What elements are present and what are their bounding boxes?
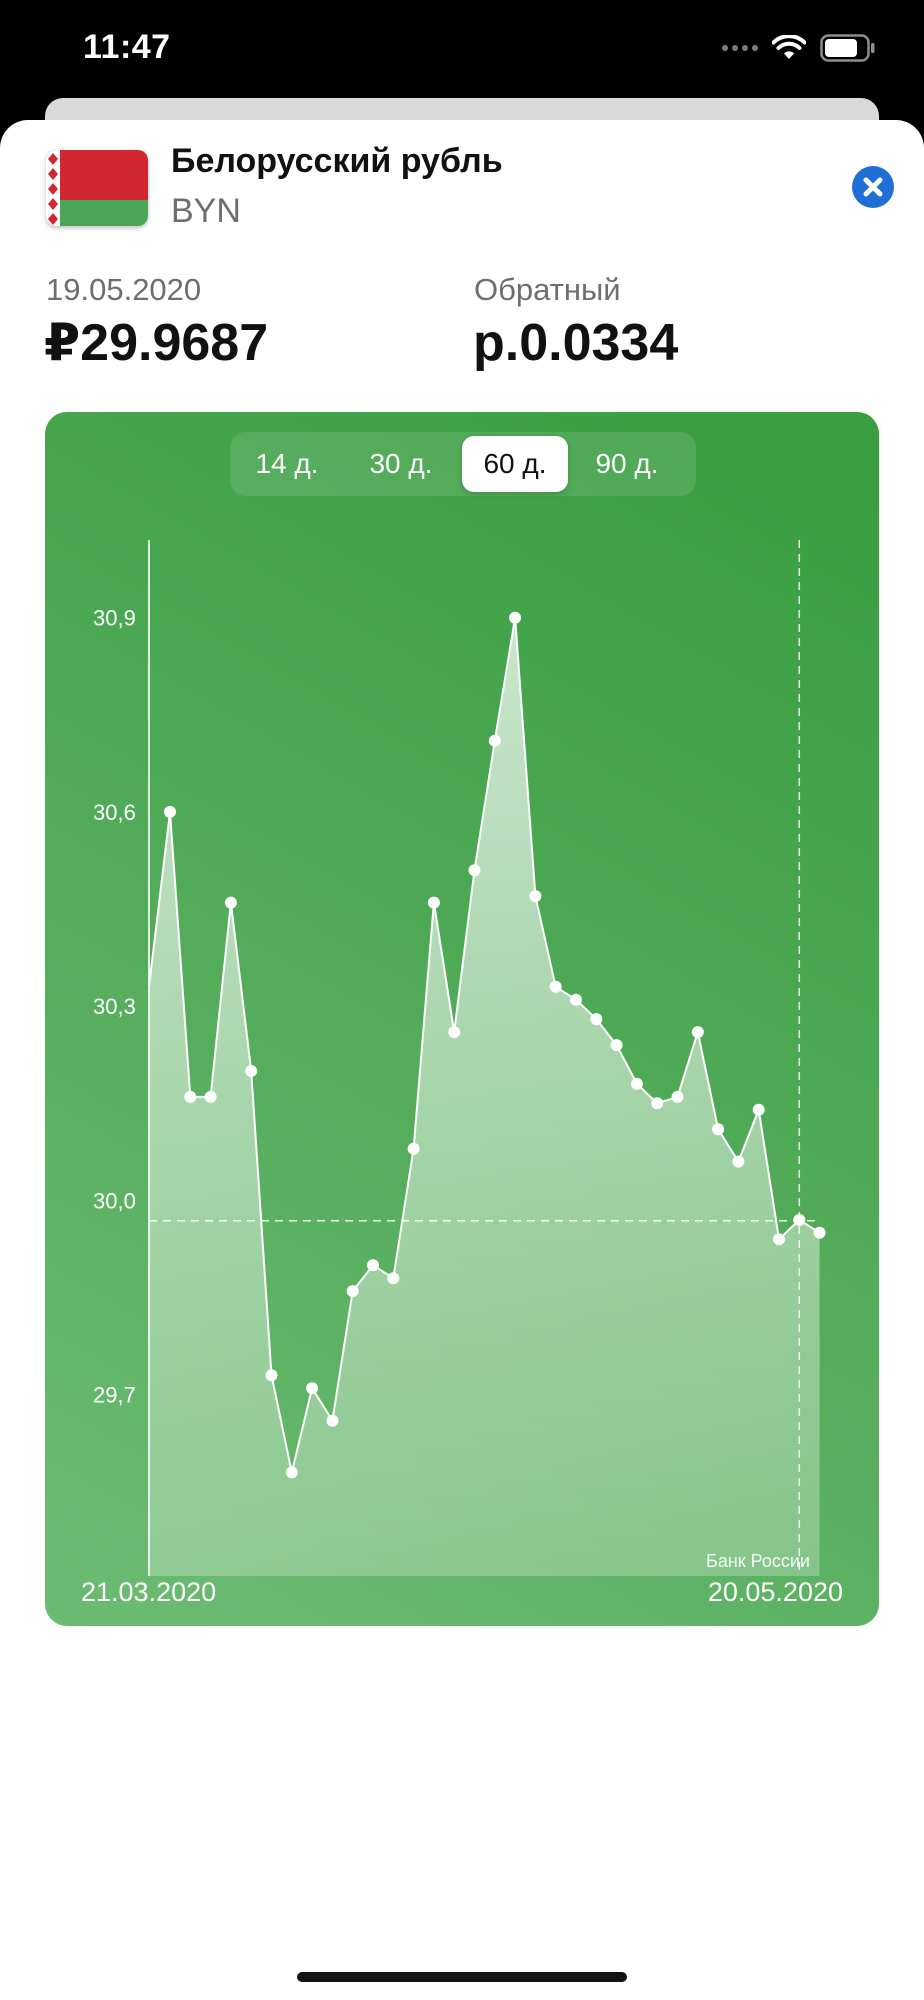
currency-name: Белорусский рубль xyxy=(171,142,503,180)
chart-point xyxy=(407,1142,420,1155)
close-button[interactable] xyxy=(852,166,894,208)
chart-point xyxy=(488,734,501,747)
chart-point xyxy=(509,611,522,624)
y-tick-label: 30,6 xyxy=(93,800,136,825)
chart-point xyxy=(549,980,562,993)
chart-point xyxy=(752,1103,765,1116)
chart-point xyxy=(671,1090,684,1103)
start-date-label: 21.03.2020 xyxy=(81,1577,216,1607)
chart-point xyxy=(184,1090,197,1103)
chart-point xyxy=(387,1272,400,1285)
chart-point xyxy=(793,1213,806,1226)
chart-area-fill xyxy=(149,617,820,1576)
home-indicator xyxy=(297,1972,627,1982)
chart-point xyxy=(367,1259,379,1272)
y-tick-label: 29,7 xyxy=(93,1383,136,1408)
end-date-label: 20.05.2020 xyxy=(708,1577,843,1607)
chart-point xyxy=(306,1382,319,1395)
inverse-rate-label: Обратный xyxy=(474,272,621,307)
status-time: 11:47 xyxy=(83,28,171,66)
y-tick-label: 30,3 xyxy=(93,994,136,1019)
wifi-icon xyxy=(772,35,806,59)
period-option-90[interactable]: 90 д. xyxy=(595,448,659,479)
chart-point xyxy=(651,1097,664,1110)
data-source-label: Банк России xyxy=(706,1551,810,1571)
rate-date: 19.05.2020 xyxy=(46,272,202,307)
chart-point xyxy=(813,1226,826,1239)
chart-point xyxy=(773,1233,785,1246)
chart-point xyxy=(691,1026,704,1039)
chart-point xyxy=(529,890,542,903)
chart-point xyxy=(164,805,176,818)
close-icon xyxy=(863,177,883,197)
period-option-30[interactable]: 30 д. xyxy=(369,448,433,479)
chart-point xyxy=(448,1026,461,1039)
chart-point xyxy=(732,1155,745,1168)
belarus-flag-icon xyxy=(46,150,148,226)
chart-point xyxy=(265,1369,278,1382)
chart-point xyxy=(326,1414,339,1427)
chart-series-line xyxy=(148,616,821,1474)
period-option-60[interactable]: 60 д. xyxy=(462,436,568,492)
rate-chart[interactable]: 29,7 30,0 30,3 30,6 30,9 Банк России 21.03.202… xyxy=(45,412,879,1626)
chart-point xyxy=(468,864,481,877)
status-icons xyxy=(722,34,876,62)
chart-point xyxy=(427,896,440,909)
chart-point xyxy=(346,1285,359,1298)
chart-point xyxy=(204,1090,217,1103)
chart-point xyxy=(224,896,237,909)
chart-point xyxy=(285,1466,298,1479)
chart-point xyxy=(610,1039,623,1052)
currency-detail-sheet: Белорусский рубль BYN 19.05.2020 ₽29.968… xyxy=(0,120,924,2000)
rate-chart-card[interactable]: 29,7 30,0 30,3 30,6 30,9 Банк России 21.03.202… xyxy=(45,412,879,1626)
period-selector: 14 д. 30 д. 60 д. 90 д. xyxy=(230,432,696,496)
cellular-signal-icon xyxy=(722,45,758,51)
battery-icon xyxy=(820,34,875,62)
status-bar: 11:47 xyxy=(0,0,924,100)
period-option-14[interactable]: 14 д. xyxy=(255,448,319,479)
chart-point xyxy=(712,1123,725,1136)
rate-value: ₽29.9687 xyxy=(44,314,269,372)
inverse-rate-value: р.0.0334 xyxy=(473,314,679,372)
y-tick-label: 30,0 xyxy=(93,1188,136,1213)
chart-point xyxy=(245,1065,258,1077)
currency-code: BYN xyxy=(171,192,241,230)
chart-point xyxy=(630,1077,643,1090)
chart-point xyxy=(590,1013,603,1026)
chart-point xyxy=(570,993,582,1006)
y-tick-label: 30,9 xyxy=(93,606,136,631)
